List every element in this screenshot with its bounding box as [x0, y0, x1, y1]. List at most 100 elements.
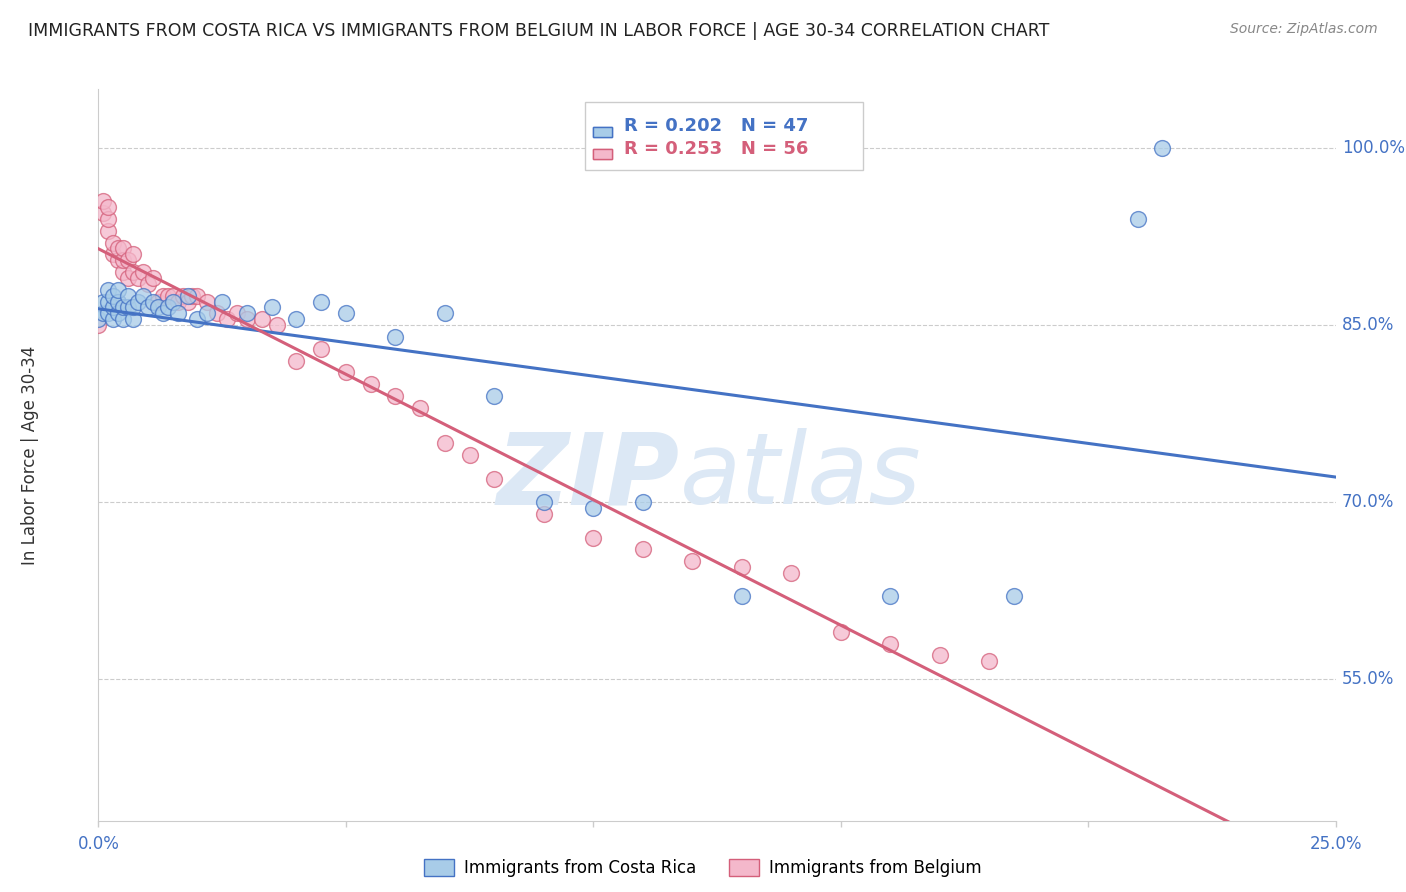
- Point: [186, 312, 208, 326]
- Point: [122, 265, 145, 279]
- Text: 55.0%: 55.0%: [1341, 670, 1395, 688]
- Point: [122, 312, 145, 326]
- Point: [250, 312, 273, 326]
- Point: [433, 436, 456, 450]
- Point: [186, 288, 208, 302]
- Point: [142, 271, 165, 285]
- Point: [211, 294, 233, 309]
- Point: [260, 301, 283, 315]
- Point: [631, 495, 654, 509]
- Point: [309, 342, 332, 356]
- Text: ZIP: ZIP: [496, 428, 681, 525]
- Point: [127, 271, 149, 285]
- Point: [107, 253, 129, 268]
- Text: 0.0%: 0.0%: [77, 835, 120, 853]
- Point: [176, 288, 198, 302]
- FancyBboxPatch shape: [593, 127, 612, 136]
- Point: [236, 306, 259, 320]
- Point: [127, 294, 149, 309]
- Point: [107, 306, 129, 320]
- Point: [136, 301, 159, 315]
- Point: [136, 277, 159, 291]
- Point: [433, 306, 456, 320]
- Point: [162, 294, 184, 309]
- FancyBboxPatch shape: [593, 149, 612, 159]
- Point: [97, 306, 120, 320]
- Point: [87, 318, 110, 333]
- Point: [103, 235, 125, 250]
- Point: [97, 283, 120, 297]
- Point: [87, 312, 110, 326]
- Text: 85.0%: 85.0%: [1341, 316, 1395, 334]
- Point: [266, 318, 288, 333]
- Point: [97, 294, 120, 309]
- Point: [309, 294, 332, 309]
- Point: [117, 288, 139, 302]
- Point: [146, 301, 169, 315]
- Point: [384, 389, 406, 403]
- Point: [117, 253, 139, 268]
- Point: [582, 501, 605, 516]
- Point: [484, 389, 506, 403]
- Point: [1002, 590, 1025, 604]
- Text: 70.0%: 70.0%: [1341, 493, 1395, 511]
- Point: [107, 242, 129, 256]
- Point: [103, 247, 125, 261]
- Point: [97, 211, 120, 226]
- Text: 25.0%: 25.0%: [1309, 835, 1362, 853]
- Point: [217, 312, 239, 326]
- Point: [928, 648, 950, 663]
- Point: [236, 312, 259, 326]
- Legend: Immigrants from Costa Rica, Immigrants from Belgium: Immigrants from Costa Rica, Immigrants f…: [418, 852, 988, 884]
- Text: In Labor Force | Age 30-34: In Labor Force | Age 30-34: [21, 345, 39, 565]
- Text: R = 0.202   N = 47: R = 0.202 N = 47: [624, 117, 808, 135]
- Point: [335, 365, 357, 379]
- Point: [107, 283, 129, 297]
- Point: [112, 253, 135, 268]
- Point: [879, 590, 901, 604]
- Point: [146, 294, 169, 309]
- Point: [97, 224, 120, 238]
- Point: [93, 306, 115, 320]
- Point: [166, 306, 188, 320]
- FancyBboxPatch shape: [585, 103, 863, 169]
- Point: [384, 330, 406, 344]
- Point: [93, 294, 115, 309]
- Point: [181, 288, 204, 302]
- Point: [409, 401, 432, 415]
- Point: [152, 306, 174, 320]
- Point: [176, 294, 198, 309]
- Text: R = 0.253   N = 56: R = 0.253 N = 56: [624, 140, 808, 158]
- Point: [195, 294, 218, 309]
- Point: [132, 288, 155, 302]
- Point: [533, 495, 555, 509]
- Text: 100.0%: 100.0%: [1341, 139, 1405, 157]
- Text: Source: ZipAtlas.com: Source: ZipAtlas.com: [1230, 22, 1378, 37]
- Point: [830, 624, 852, 639]
- Point: [458, 448, 481, 462]
- Point: [93, 194, 115, 209]
- Point: [731, 590, 754, 604]
- Point: [122, 247, 145, 261]
- Point: [117, 301, 139, 315]
- Point: [195, 306, 218, 320]
- Point: [681, 554, 703, 568]
- Point: [162, 288, 184, 302]
- Point: [979, 654, 1001, 668]
- Point: [107, 294, 129, 309]
- Point: [780, 566, 803, 580]
- Point: [335, 306, 357, 320]
- Point: [156, 301, 179, 315]
- Text: atlas: atlas: [681, 428, 921, 525]
- Point: [226, 306, 249, 320]
- Point: [205, 306, 228, 320]
- Point: [1126, 211, 1149, 226]
- Point: [112, 312, 135, 326]
- Point: [285, 353, 308, 368]
- Point: [103, 301, 125, 315]
- Point: [112, 301, 135, 315]
- Text: IMMIGRANTS FROM COSTA RICA VS IMMIGRANTS FROM BELGIUM IN LABOR FORCE | AGE 30-34: IMMIGRANTS FROM COSTA RICA VS IMMIGRANTS…: [28, 22, 1049, 40]
- Point: [112, 242, 135, 256]
- Point: [93, 206, 115, 220]
- Point: [103, 288, 125, 302]
